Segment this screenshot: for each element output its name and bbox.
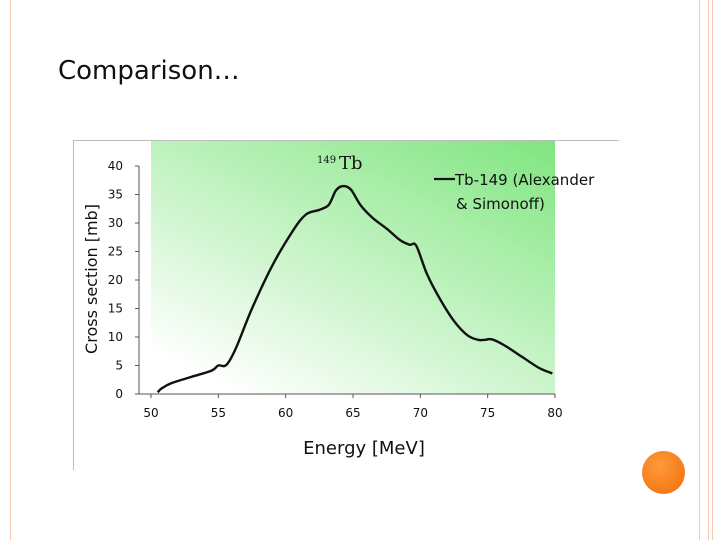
legend-label-line1: Tb-149 (Alexander bbox=[454, 171, 595, 189]
cross-section-chart: 0 5 10 15 20 25 30 35 40 50 55 60 65 70 75 80 149 Tb Tb… bbox=[74, 141, 620, 471]
slide-title: Comparison… bbox=[58, 56, 240, 86]
y-tick-label: 0 bbox=[115, 387, 123, 401]
x-tick-label: 60 bbox=[278, 406, 293, 420]
decorative-orange-circle bbox=[642, 451, 685, 494]
x-tick-label: 75 bbox=[480, 406, 495, 420]
legend-label-line2: & Simonoff) bbox=[456, 195, 545, 213]
y-tick-label: 40 bbox=[108, 159, 123, 173]
y-axis-label: Cross section [mb] bbox=[82, 204, 101, 354]
chart-title: Tb bbox=[339, 153, 363, 174]
y-tick-label: 5 bbox=[115, 359, 123, 373]
y-tick-label: 25 bbox=[108, 245, 123, 259]
x-tick-label: 70 bbox=[413, 406, 428, 420]
decorative-line bbox=[712, 0, 713, 540]
decorative-line bbox=[708, 0, 709, 540]
chart-title-superscript: 149 bbox=[317, 155, 336, 166]
y-tick-label: 10 bbox=[108, 330, 123, 344]
slide-border bbox=[10, 0, 700, 540]
plot-area bbox=[151, 141, 555, 394]
x-tick-label: 50 bbox=[143, 406, 158, 420]
series-line-tb149 bbox=[156, 184, 553, 394]
x-axis-label: Energy [MeV] bbox=[303, 438, 425, 459]
x-tick-label: 80 bbox=[547, 406, 562, 420]
y-tick-label: 15 bbox=[108, 302, 123, 316]
x-tick-label: 55 bbox=[211, 406, 226, 420]
chart-frame: 0 5 10 15 20 25 30 35 40 50 55 60 65 70 75 80 149 Tb Tb… bbox=[73, 140, 620, 471]
y-tick-label: 20 bbox=[108, 273, 123, 287]
y-tick-label: 35 bbox=[108, 188, 123, 202]
y-tick-label: 30 bbox=[108, 216, 123, 230]
x-tick-label: 65 bbox=[345, 406, 360, 420]
